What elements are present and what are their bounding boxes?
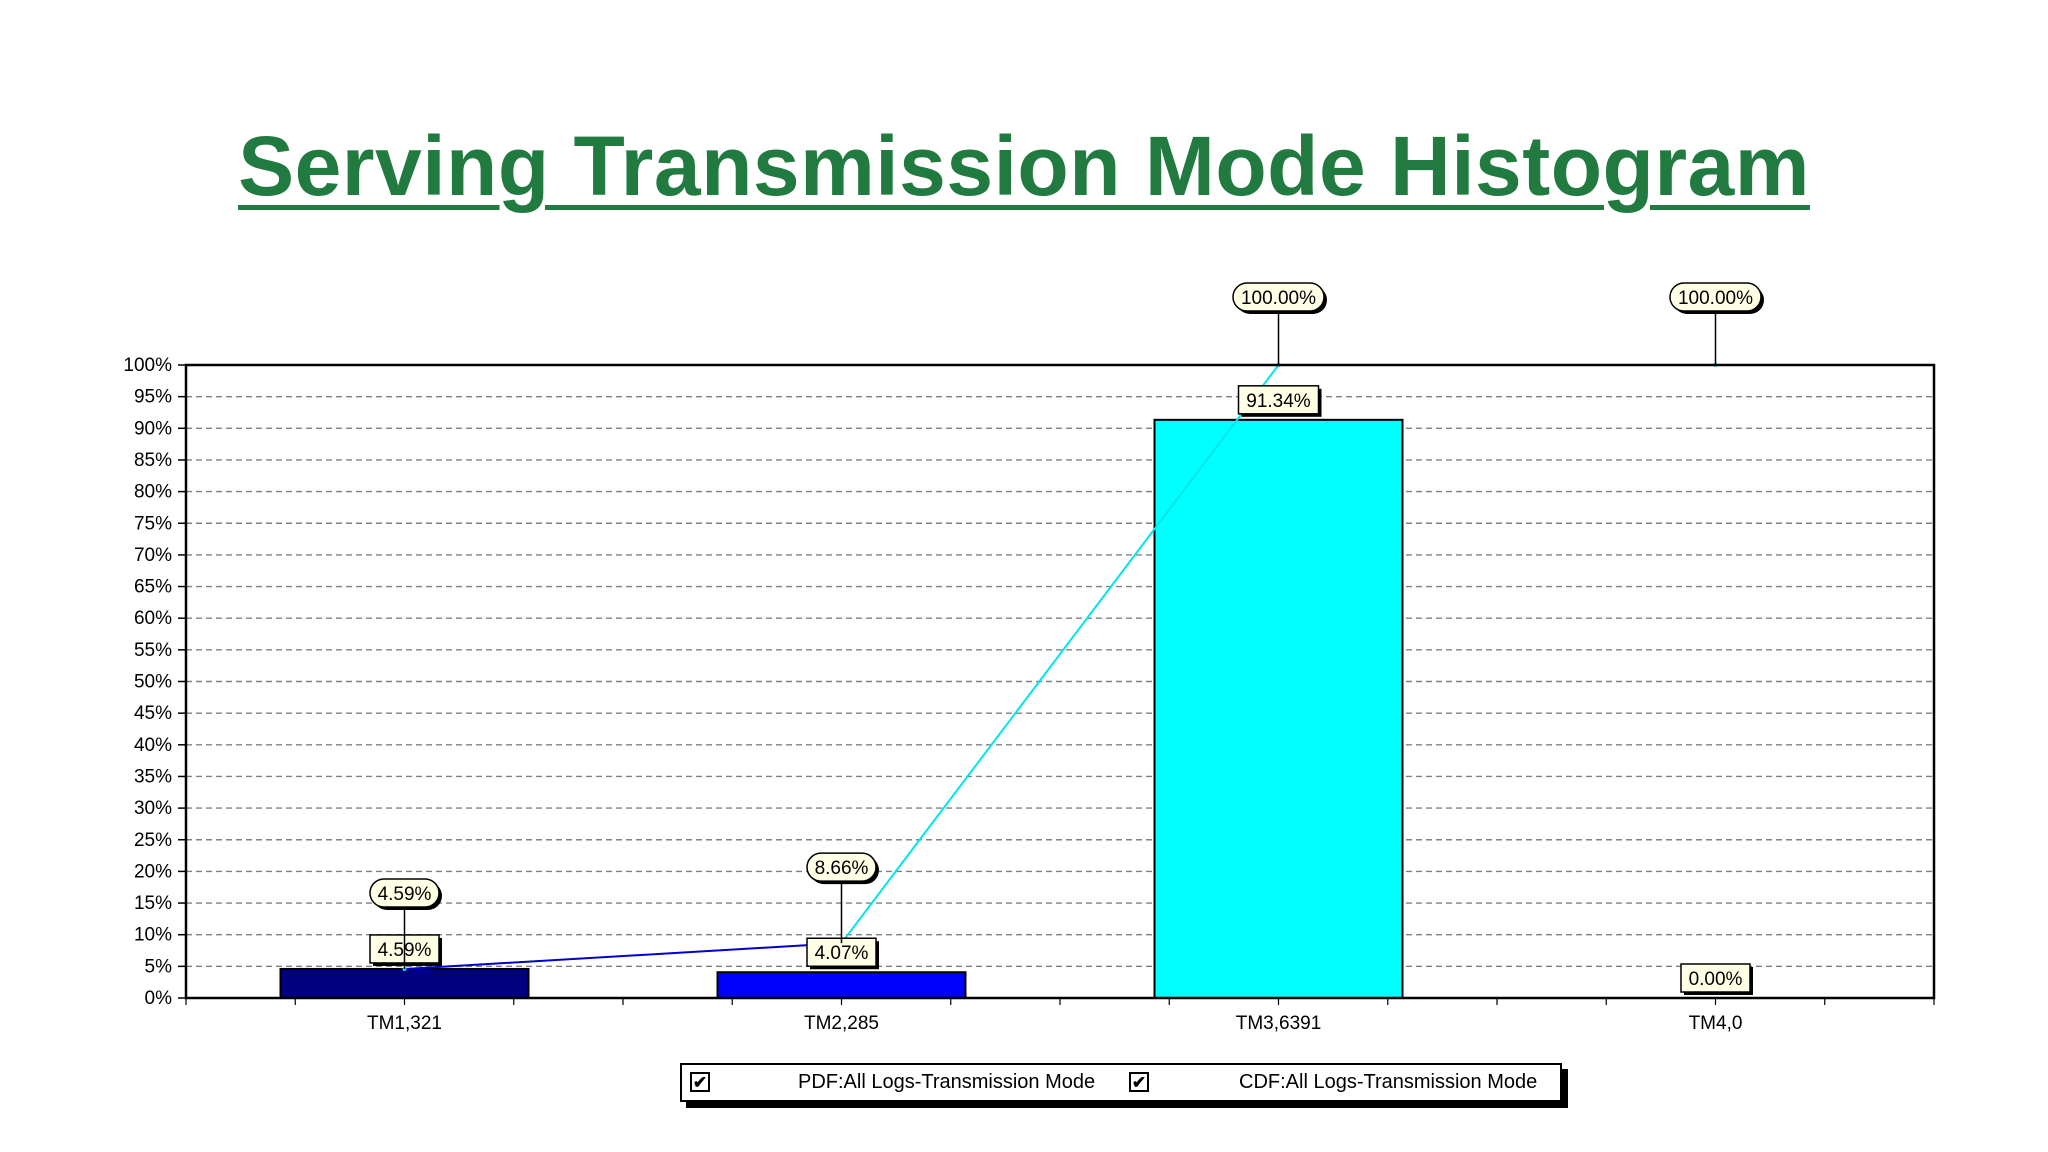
data-labels: 4.59% 4.07% 91.34% 0.00% 4.59% 8.66% 100.00% 10… [369,282,1764,995]
pdf-value-label: 4.07% [806,937,879,970]
cdf-value-label: 100.00% [1232,282,1327,314]
pdf-value-label: 0.00% [1680,963,1753,995]
y-tick-label: 10% [134,925,172,946]
y-tick-label: 85% [134,450,172,471]
label-box [806,852,877,882]
y-tick-label: 90% [134,418,172,439]
y-tick-label: 15% [134,893,172,914]
pdf-value-label: 91.34% [1237,385,1322,417]
pdf-value-label: 4.59% [369,934,442,966]
y-tick-label: 70% [134,545,172,566]
pdf-value-label-text: 0.00% [1689,969,1743,990]
y-tick-label: 55% [134,640,172,661]
y-tick-label: 95% [134,387,172,408]
y-tick-label: 50% [134,672,172,693]
cdf-value-label-text: 4.59% [378,884,432,905]
cdf-value-label: 100.00% [1669,282,1764,314]
page-title: Serving Transmission Mode Histogram [238,119,1810,213]
y-tick-label: 60% [134,608,172,629]
y-tick-label: 30% [134,798,172,819]
axes: 0% 5% 10% 15% 20% 25% 30% 35% 40% 45% 50% 55% 60% 65%… [123,355,1936,1034]
legend-label-pdf: PDF:All Logs-Transmission Mode [798,1070,1096,1093]
bar [1153,418,1404,999]
y-tick-label: 100% [123,355,172,376]
legend-item-pdf[interactable]: ✔ PDF:All Logs-Transmission Mode [690,1069,1095,1095]
cdf-segment [840,364,1280,944]
y-tick-label: 65% [134,577,172,598]
chart-legend: ✔ PDF:All Logs-Transmission Mode ✔ CDF:A… [680,1063,1562,1102]
pdf-value-label-text: 91.34% [1246,391,1311,412]
label-box [1669,282,1762,312]
x-tick-label: TM1,321 [367,1013,442,1034]
cdf-value-label: 8.66% [806,852,879,885]
cdf-value-label-text: 100.00% [1678,288,1753,309]
y-tick-label: 40% [134,735,172,756]
x-tick-label: TM3,6391 [1236,1013,1322,1034]
bar [279,967,530,1000]
cdf-value-label-text: 100.00% [1241,288,1316,309]
label-box [806,937,877,967]
y-tick-label: 45% [134,703,172,724]
y-tick-label: 25% [134,830,172,851]
cdf-value-label: 4.59% [369,878,442,910]
legend-item-cdf[interactable]: ✔ CDF:All Logs-Transmission Mode [1129,1069,1537,1095]
cdf-checkbox[interactable]: ✔ [1129,1072,1149,1092]
label-box [1232,282,1325,312]
cdf-value-label-text: 8.66% [815,858,869,879]
y-tick-label: 35% [134,766,172,787]
label-box [1680,963,1751,993]
x-tick-label: TM2,285 [804,1013,879,1034]
y-tick-label: 5% [145,956,173,977]
y-tick-label: 0% [145,988,173,1009]
grid-lines [186,365,1934,998]
cdf-segment [404,942,842,970]
label-box [369,878,440,908]
pdf-value-label-text: 4.07% [815,943,869,964]
pdf-checkbox[interactable]: ✔ [690,1072,710,1092]
x-tick-label: TM4,0 [1689,1013,1743,1034]
y-tick-label: 80% [134,482,172,503]
y-tick-label: 75% [134,513,172,534]
y-tick-label: 20% [134,861,172,882]
label-box [1237,385,1320,415]
bar [716,971,967,999]
legend-label-cdf: CDF:All Logs-Transmission Mode [1239,1070,1538,1093]
